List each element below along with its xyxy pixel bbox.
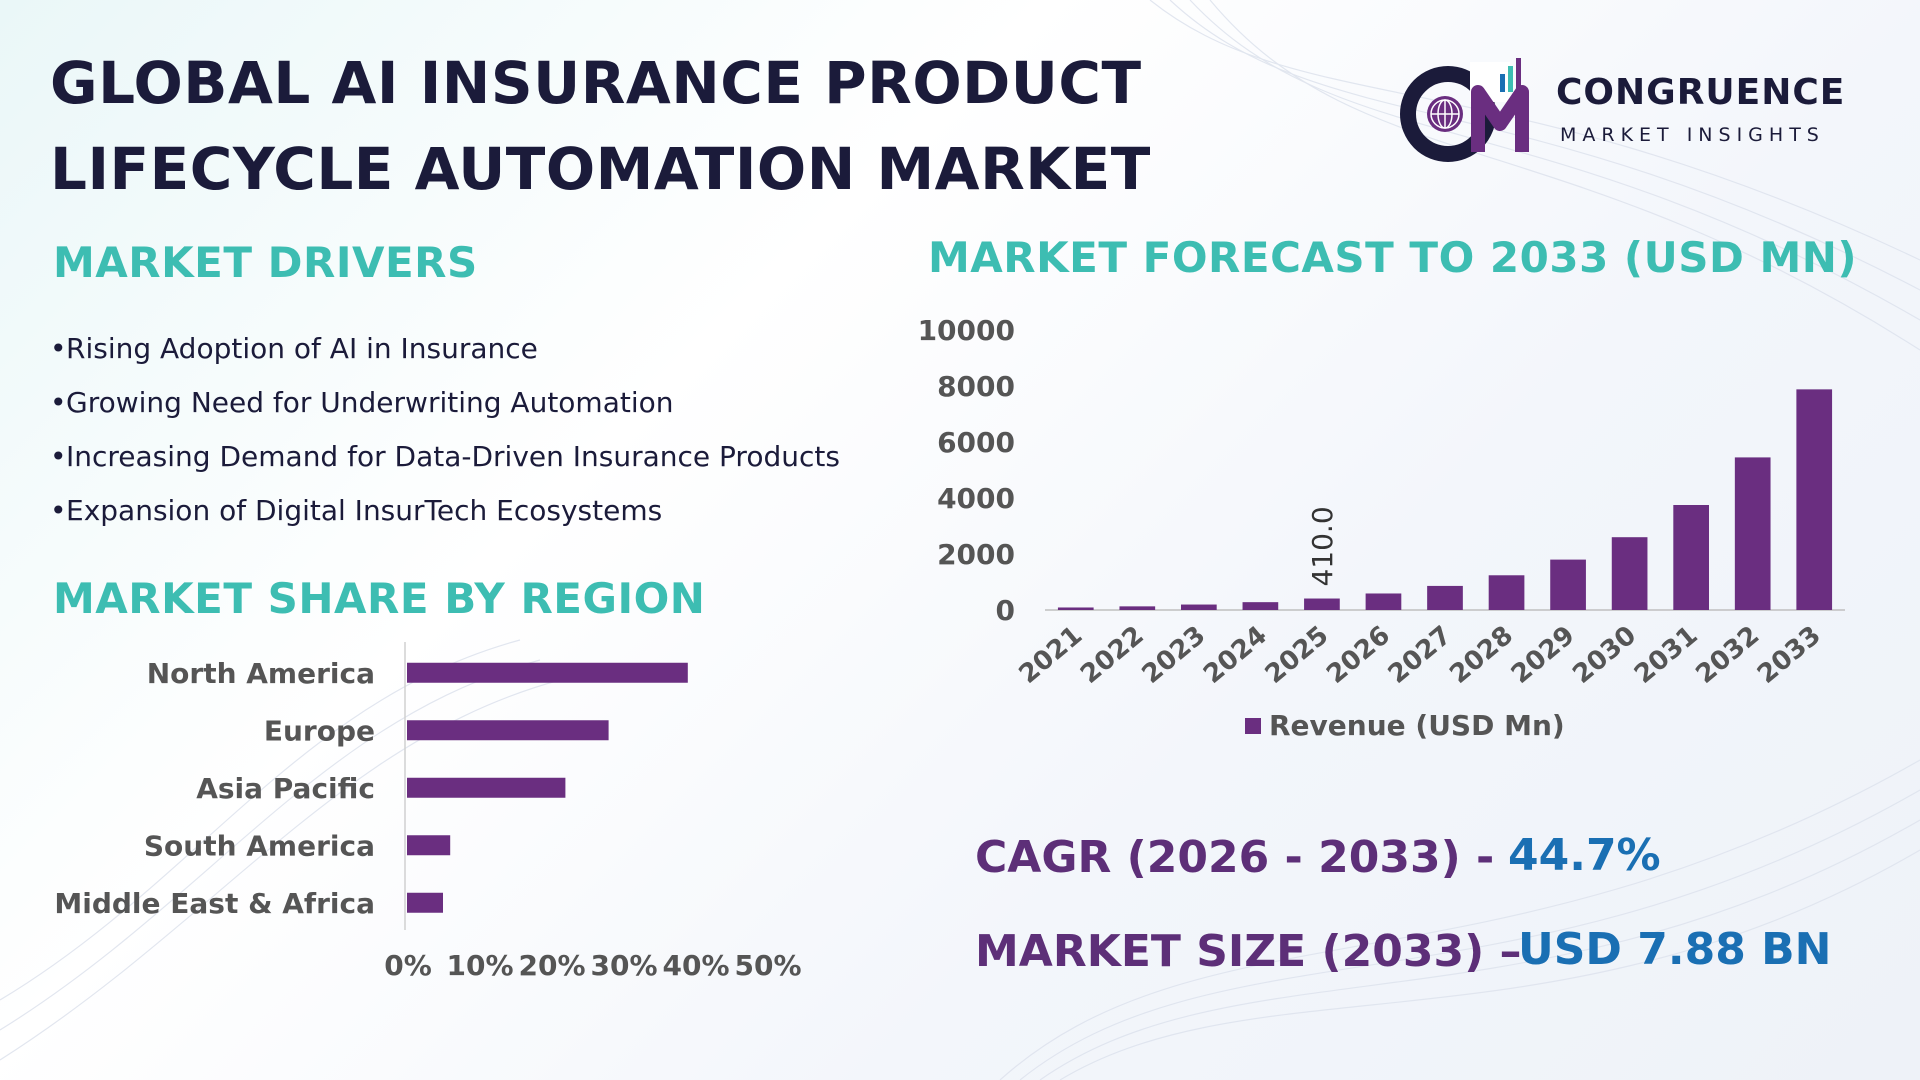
forecast-bar-2032	[1734, 457, 1771, 610]
cagr-value: 44.7%	[1508, 830, 1661, 881]
y-tick-label: 4000	[937, 482, 1015, 515]
driver-item: •Expansion of Digital InsurTech Ecosyste…	[50, 494, 663, 527]
drivers-title: MARKET DRIVERS	[53, 238, 478, 287]
title-line-2: LIFECYCLE AUTOMATION MARKET	[50, 135, 1151, 203]
driver-text: Increasing Demand for Data-Driven Insura…	[66, 440, 840, 473]
y-tick-label: 0	[996, 594, 1015, 627]
x-tick-label: 2033	[1752, 620, 1827, 690]
x-tick-label: 2021	[1014, 620, 1089, 690]
x-tick-label: 2030	[1567, 620, 1642, 690]
forecast-bar-2022	[1119, 606, 1156, 610]
x-tick-label: 50%	[734, 949, 801, 982]
x-tick-label: 2028	[1444, 620, 1519, 690]
legend-label: Revenue (USD Mn)	[1269, 709, 1565, 742]
data-label-2025: 410.0	[1306, 506, 1339, 586]
x-tick-label: 2025	[1260, 620, 1335, 690]
drivers-list: •Rising Adoption of AI in Insurance •Gro…	[50, 322, 930, 538]
x-tick-label: 2022	[1075, 620, 1150, 690]
region-bar-north-america	[407, 662, 688, 683]
region-label: South America	[144, 829, 375, 862]
legend-swatch	[1245, 718, 1261, 734]
cagr-label: CAGR (2026 - 2033) -	[975, 832, 1495, 883]
forecast-bar-2021	[1057, 607, 1094, 610]
x-tick-label: 2023	[1137, 620, 1212, 690]
region-bar-asia-pacific	[407, 777, 566, 798]
driver-item: •Growing Need for Underwriting Automatio…	[50, 386, 674, 419]
x-tick-label: 2032	[1690, 620, 1765, 690]
page-title: GLOBAL AI INSURANCE PRODUCT LIFECYCLE AU…	[50, 40, 1210, 212]
x-tick-label: 2024	[1198, 620, 1273, 690]
market-size-label: MARKET SIZE (2033) –	[975, 926, 1522, 977]
x-tick-label: 2029	[1506, 620, 1581, 690]
logo: CONGRUENCE MARKET INSIGHTS	[1400, 52, 1880, 162]
x-tick-label: 10%	[446, 949, 513, 982]
forecast-bar-2030	[1611, 537, 1648, 610]
y-tick-label: 6000	[937, 426, 1015, 459]
logo-subtitle: MARKET INSIGHTS	[1560, 124, 1825, 146]
forecast-bar-2024	[1242, 602, 1279, 610]
region-chart-title: MARKET SHARE BY REGION	[53, 574, 706, 623]
x-tick-label: 40%	[662, 949, 729, 982]
forecast-bar-2028	[1488, 575, 1525, 610]
region-bar-south-america	[407, 835, 451, 856]
x-tick-label: 2027	[1383, 620, 1458, 690]
driver-text: Expansion of Digital InsurTech Ecosystem…	[66, 494, 663, 527]
forecast-bar-2025	[1304, 598, 1340, 610]
logo-name: CONGRUENCE	[1556, 72, 1846, 113]
forecast-chart: 0200040006000800010000202120222023202420…	[920, 314, 1845, 742]
driver-item: •Rising Adoption of AI in Insurance	[50, 332, 538, 365]
x-tick-label: 20%	[518, 949, 585, 982]
x-tick-label: 2031	[1629, 620, 1704, 690]
forecast-chart-title: MARKET FORECAST TO 2033 (USD MN)	[928, 233, 1858, 282]
logo-mark-icon	[1400, 58, 1529, 162]
driver-text: Growing Need for Underwriting Automation	[66, 386, 674, 419]
forecast-bar-2029	[1550, 559, 1586, 610]
region-chart: North America Europe Asia Pacific South Ame…	[54, 642, 802, 982]
y-tick-label: 2000	[937, 538, 1015, 571]
market-size-value: USD 7.88 BN	[1518, 924, 1832, 975]
forecast-bar-2026	[1365, 593, 1402, 610]
title-line-1: GLOBAL AI INSURANCE PRODUCT	[50, 49, 1142, 117]
x-tick-label: 0%	[384, 949, 432, 982]
region-label: Europe	[264, 714, 375, 747]
y-tick-label: 10000	[920, 314, 1015, 347]
driver-item: •Increasing Demand for Data-Driven Insur…	[50, 440, 840, 473]
region-bar-middle-east-africa	[407, 892, 443, 913]
x-tick-label: 30%	[590, 949, 657, 982]
forecast-bar-2023	[1181, 604, 1217, 610]
region-label: Asia Pacific	[196, 772, 375, 805]
region-bar-europe	[407, 720, 609, 741]
x-tick-label: 2026	[1321, 620, 1396, 690]
region-label: Middle East & Africa	[54, 887, 375, 920]
y-tick-label: 8000	[937, 370, 1015, 403]
forecast-bar-2027	[1427, 585, 1463, 610]
region-label: North America	[147, 657, 375, 690]
driver-text: Rising Adoption of AI in Insurance	[66, 332, 538, 365]
forecast-bar-2031	[1673, 505, 1709, 610]
forecast-bar-2033	[1796, 389, 1833, 610]
